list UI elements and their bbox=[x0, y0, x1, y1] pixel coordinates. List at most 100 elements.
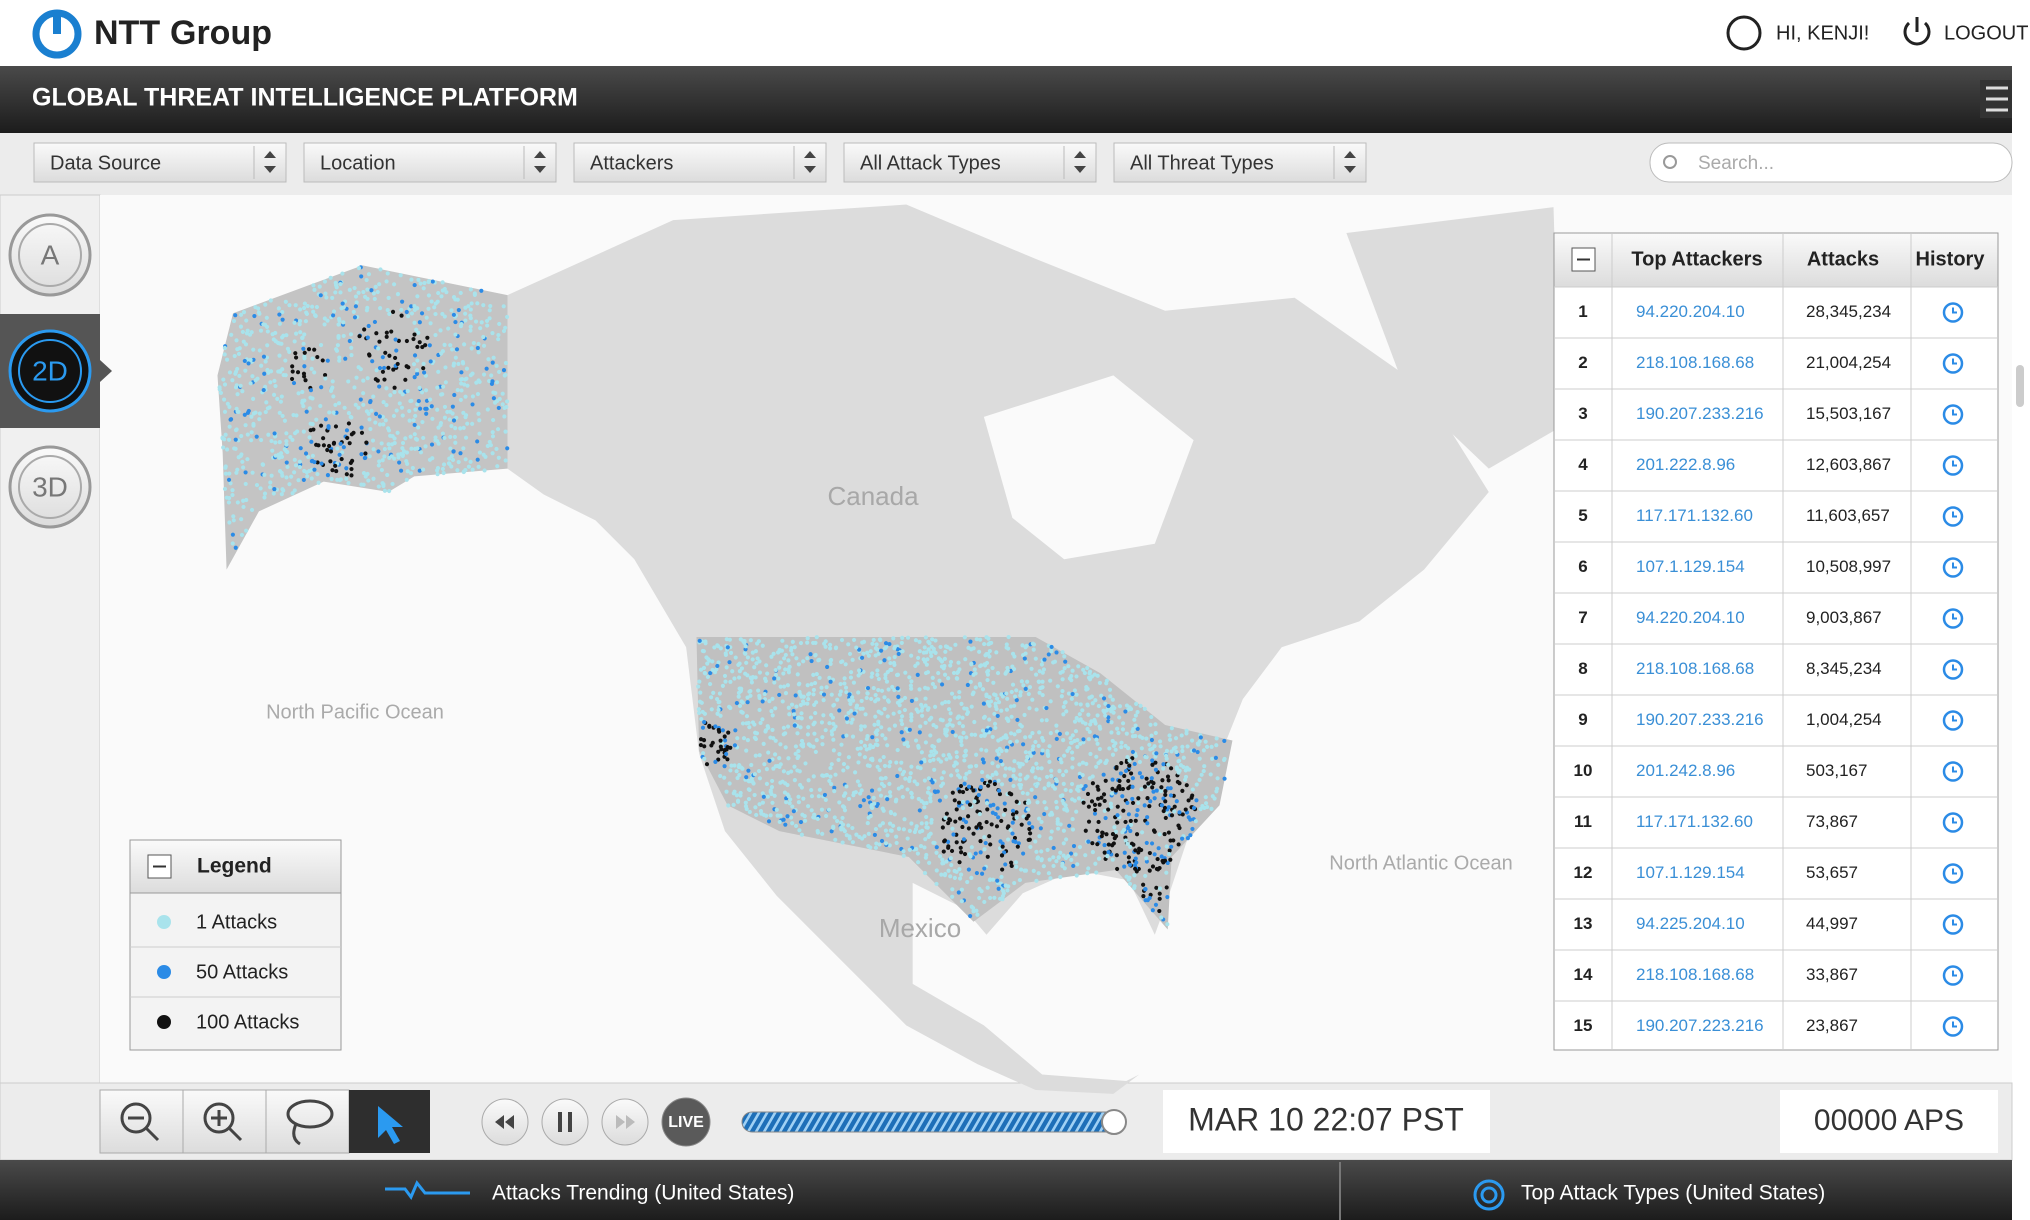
history-icon[interactable] bbox=[1942, 404, 1964, 425]
scrollbar[interactable] bbox=[2016, 365, 2024, 407]
filter-select[interactable] bbox=[573, 142, 827, 183]
attacker-ip[interactable]: 94.220.204.10 bbox=[1636, 608, 1745, 627]
filter-select[interactable] bbox=[1113, 142, 1367, 183]
attack-dot bbox=[481, 452, 486, 457]
zoom-in[interactable] bbox=[182, 1089, 267, 1154]
timeline-knob[interactable] bbox=[1101, 1109, 1127, 1135]
history-icon[interactable] bbox=[1942, 302, 1964, 323]
attack-dot bbox=[411, 362, 417, 367]
history-icon[interactable] bbox=[1942, 659, 1964, 680]
attack-dot bbox=[715, 697, 720, 702]
attacker-ip[interactable]: 201.222.8.96 bbox=[1636, 455, 1735, 474]
history-icon[interactable] bbox=[1942, 608, 1964, 629]
attack-dot bbox=[294, 413, 299, 418]
history-icon[interactable] bbox=[1942, 710, 1964, 731]
attack-dot bbox=[790, 639, 795, 644]
attack-dot bbox=[958, 845, 963, 850]
attacker-ip[interactable]: 94.225.204.10 bbox=[1636, 914, 1745, 933]
lasso[interactable] bbox=[265, 1089, 350, 1154]
attacker-ip[interactable]: 117.171.132.60 bbox=[1636, 812, 1753, 831]
history-icon[interactable] bbox=[1942, 863, 1964, 884]
menu-button[interactable] bbox=[1980, 80, 2012, 118]
history-icon[interactable] bbox=[1942, 506, 1964, 527]
attack-dot bbox=[901, 849, 906, 854]
attack-dot bbox=[235, 347, 240, 352]
attack-dot bbox=[352, 385, 357, 390]
history-icon[interactable] bbox=[1942, 557, 1964, 578]
attack-dot bbox=[905, 744, 911, 749]
attack-dot bbox=[357, 334, 362, 339]
attack-dot bbox=[292, 488, 297, 493]
history-icon[interactable] bbox=[1942, 455, 1964, 476]
attacker-ip[interactable]: 218.108.168.68 bbox=[1636, 353, 1754, 372]
attack-dot bbox=[888, 667, 893, 672]
attack-dot bbox=[334, 469, 339, 474]
attack-dot bbox=[1154, 788, 1159, 793]
attacker-ip[interactable]: 190.207.233.216 bbox=[1636, 404, 1764, 423]
logout[interactable]: LOGOUT bbox=[1944, 22, 2028, 44]
attack-dot bbox=[389, 329, 394, 334]
attack-dot bbox=[476, 341, 481, 347]
attack-dot bbox=[938, 644, 943, 649]
logout-icon[interactable] bbox=[1903, 17, 1931, 46]
attack-dot bbox=[725, 645, 730, 650]
attack-dot bbox=[1150, 908, 1155, 913]
attack-dot bbox=[744, 721, 749, 726]
attack-dot bbox=[450, 404, 455, 409]
history-icon[interactable] bbox=[1942, 1016, 1964, 1037]
attack-dot bbox=[1018, 761, 1023, 766]
view-button[interactable] bbox=[8, 445, 92, 529]
attack-dot bbox=[924, 814, 929, 820]
footer-tab[interactable]: Top Attack Types (United States) bbox=[1521, 1182, 1825, 1205]
legend-label: 100 Attacks bbox=[196, 1011, 299, 1033]
attack-dot bbox=[711, 690, 716, 695]
history-icon[interactable] bbox=[1942, 353, 1964, 374]
attack-dot bbox=[238, 383, 243, 388]
attack-dot bbox=[868, 743, 873, 748]
attack-dot bbox=[978, 785, 983, 790]
attack-dot bbox=[1021, 851, 1026, 856]
attacker-ip[interactable]: 218.108.168.68 bbox=[1636, 659, 1754, 678]
attacker-ip[interactable]: 190.207.223.216 bbox=[1636, 1016, 1764, 1035]
footer-tab[interactable]: Attacks Trending (United States) bbox=[492, 1182, 794, 1205]
view-button[interactable] bbox=[8, 329, 92, 413]
filter-select[interactable] bbox=[843, 142, 1097, 183]
view-button[interactable] bbox=[8, 213, 92, 297]
attack-dot bbox=[956, 714, 961, 719]
attacker-ip[interactable]: 218.108.168.68 bbox=[1636, 965, 1754, 984]
attack-dot bbox=[929, 653, 934, 659]
attacker-ip[interactable]: 117.171.132.60 bbox=[1636, 506, 1753, 525]
attack-dot bbox=[227, 404, 232, 409]
attacker-ip[interactable]: 107.1.129.154 bbox=[1636, 863, 1745, 882]
history-icon[interactable] bbox=[1942, 761, 1964, 782]
attack-dot bbox=[435, 466, 441, 471]
attacker-ip[interactable]: 107.1.129.154 bbox=[1636, 557, 1745, 576]
live-button[interactable] bbox=[661, 1097, 711, 1147]
user-icon[interactable] bbox=[1726, 15, 1762, 51]
attack-dot bbox=[899, 698, 904, 703]
zoom-out[interactable] bbox=[99, 1089, 184, 1154]
attack-dot bbox=[1072, 719, 1078, 724]
attack-dot bbox=[1057, 769, 1062, 774]
filter-select[interactable] bbox=[33, 142, 287, 183]
attack-dot bbox=[459, 370, 464, 375]
history-icon[interactable] bbox=[1942, 965, 1964, 986]
search-box[interactable] bbox=[1649, 142, 2013, 183]
attack-dot bbox=[775, 813, 780, 818]
attacker-ip[interactable]: 190.207.233.216 bbox=[1636, 710, 1764, 729]
attacker-ip[interactable]: 201.242.8.96 bbox=[1636, 761, 1735, 780]
attack-dot bbox=[503, 360, 509, 366]
filter-select[interactable] bbox=[303, 142, 557, 183]
attack-dot bbox=[1014, 815, 1019, 820]
history-icon[interactable] bbox=[1942, 914, 1964, 935]
timeline-progress[interactable] bbox=[741, 1111, 1121, 1133]
history-icon[interactable] bbox=[1942, 812, 1964, 833]
attack-dot bbox=[878, 660, 883, 665]
pause[interactable] bbox=[541, 1098, 589, 1146]
attack-dot bbox=[710, 659, 715, 664]
attack-dot bbox=[1072, 688, 1077, 693]
attack-dot bbox=[1070, 765, 1075, 770]
attack-dot bbox=[226, 437, 232, 442]
attack-dot bbox=[227, 520, 232, 525]
attacker-ip[interactable]: 94.220.204.10 bbox=[1636, 302, 1745, 321]
